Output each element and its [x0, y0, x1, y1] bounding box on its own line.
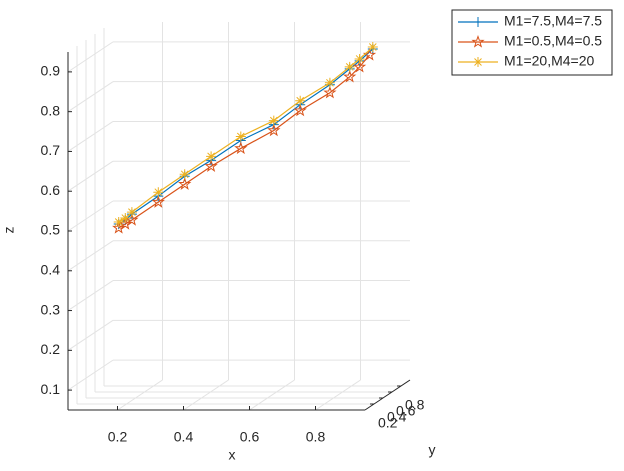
- marker: [206, 151, 217, 162]
- marker: [126, 207, 137, 218]
- grid-line: [67, 359, 114, 391]
- x-axis-label: x: [229, 447, 236, 463]
- z-tick-label: 0.7: [41, 142, 61, 158]
- legend-marker: [473, 17, 483, 27]
- marker: [344, 61, 355, 72]
- x-tick-label: 0.6: [240, 429, 260, 445]
- x-tick-label: 0.8: [306, 429, 326, 445]
- marker: [267, 123, 281, 137]
- grid-line: [67, 81, 114, 113]
- z-tick-label: 0.6: [41, 182, 61, 198]
- grid-line: [67, 121, 114, 152]
- legend-label: M1=7.5,M4=7.5: [504, 13, 602, 29]
- marker: [354, 53, 365, 64]
- legend-label: M1=0.5,M4=0.5: [504, 33, 602, 49]
- y-tick-label: 0.2: [378, 415, 398, 431]
- legend-marker: [473, 57, 483, 67]
- y-tick-label: 0.6: [396, 403, 416, 419]
- grid-line: [67, 280, 114, 311]
- marker: [178, 177, 192, 190]
- z-tick-label: 0.8: [41, 102, 61, 118]
- grid-line: [67, 160, 114, 192]
- z-tick-label: 0.5: [41, 222, 61, 238]
- marker: [324, 77, 335, 88]
- marker: [120, 213, 131, 224]
- marker: [293, 103, 307, 117]
- marker: [367, 42, 378, 53]
- z-tick-label: 0.9: [41, 63, 61, 79]
- marker: [343, 69, 357, 83]
- z-tick-label: 0.1: [41, 381, 61, 397]
- z-tick-label: 0.3: [41, 301, 61, 317]
- grid-line: [183, 379, 229, 411]
- marker: [268, 115, 279, 126]
- x-tick-label: 0.4: [174, 429, 194, 445]
- marker: [153, 187, 164, 198]
- marker: [323, 85, 337, 99]
- grid-line: [67, 240, 114, 272]
- y-axis-label: y: [429, 442, 436, 458]
- marker: [295, 95, 306, 106]
- grid-line: [249, 379, 295, 411]
- z-tick-label: 0.4: [41, 261, 61, 277]
- grid-line: [67, 200, 114, 232]
- marker: [352, 59, 367, 73]
- marker: [204, 159, 218, 173]
- legend-marker: [471, 34, 485, 48]
- marker: [235, 131, 246, 142]
- grid-line: [67, 319, 114, 351]
- grid-line: [315, 379, 361, 411]
- z-tick-label: 0.2: [41, 341, 61, 357]
- y-tick-label: 0.4: [387, 409, 407, 425]
- y-tick-label: 0.8: [405, 397, 425, 413]
- marker: [234, 141, 248, 155]
- marker: [179, 169, 190, 180]
- grid-line: [117, 379, 163, 411]
- y-axis: [364, 379, 411, 411]
- x-tick-label: 0.2: [108, 429, 128, 445]
- marker: [113, 217, 124, 228]
- series-line: [118, 54, 370, 229]
- z-axis-label: z: [1, 227, 17, 234]
- marker: [151, 195, 165, 208]
- legend-label: M1=20,M4=20: [504, 53, 594, 69]
- grid-line: [67, 41, 114, 73]
